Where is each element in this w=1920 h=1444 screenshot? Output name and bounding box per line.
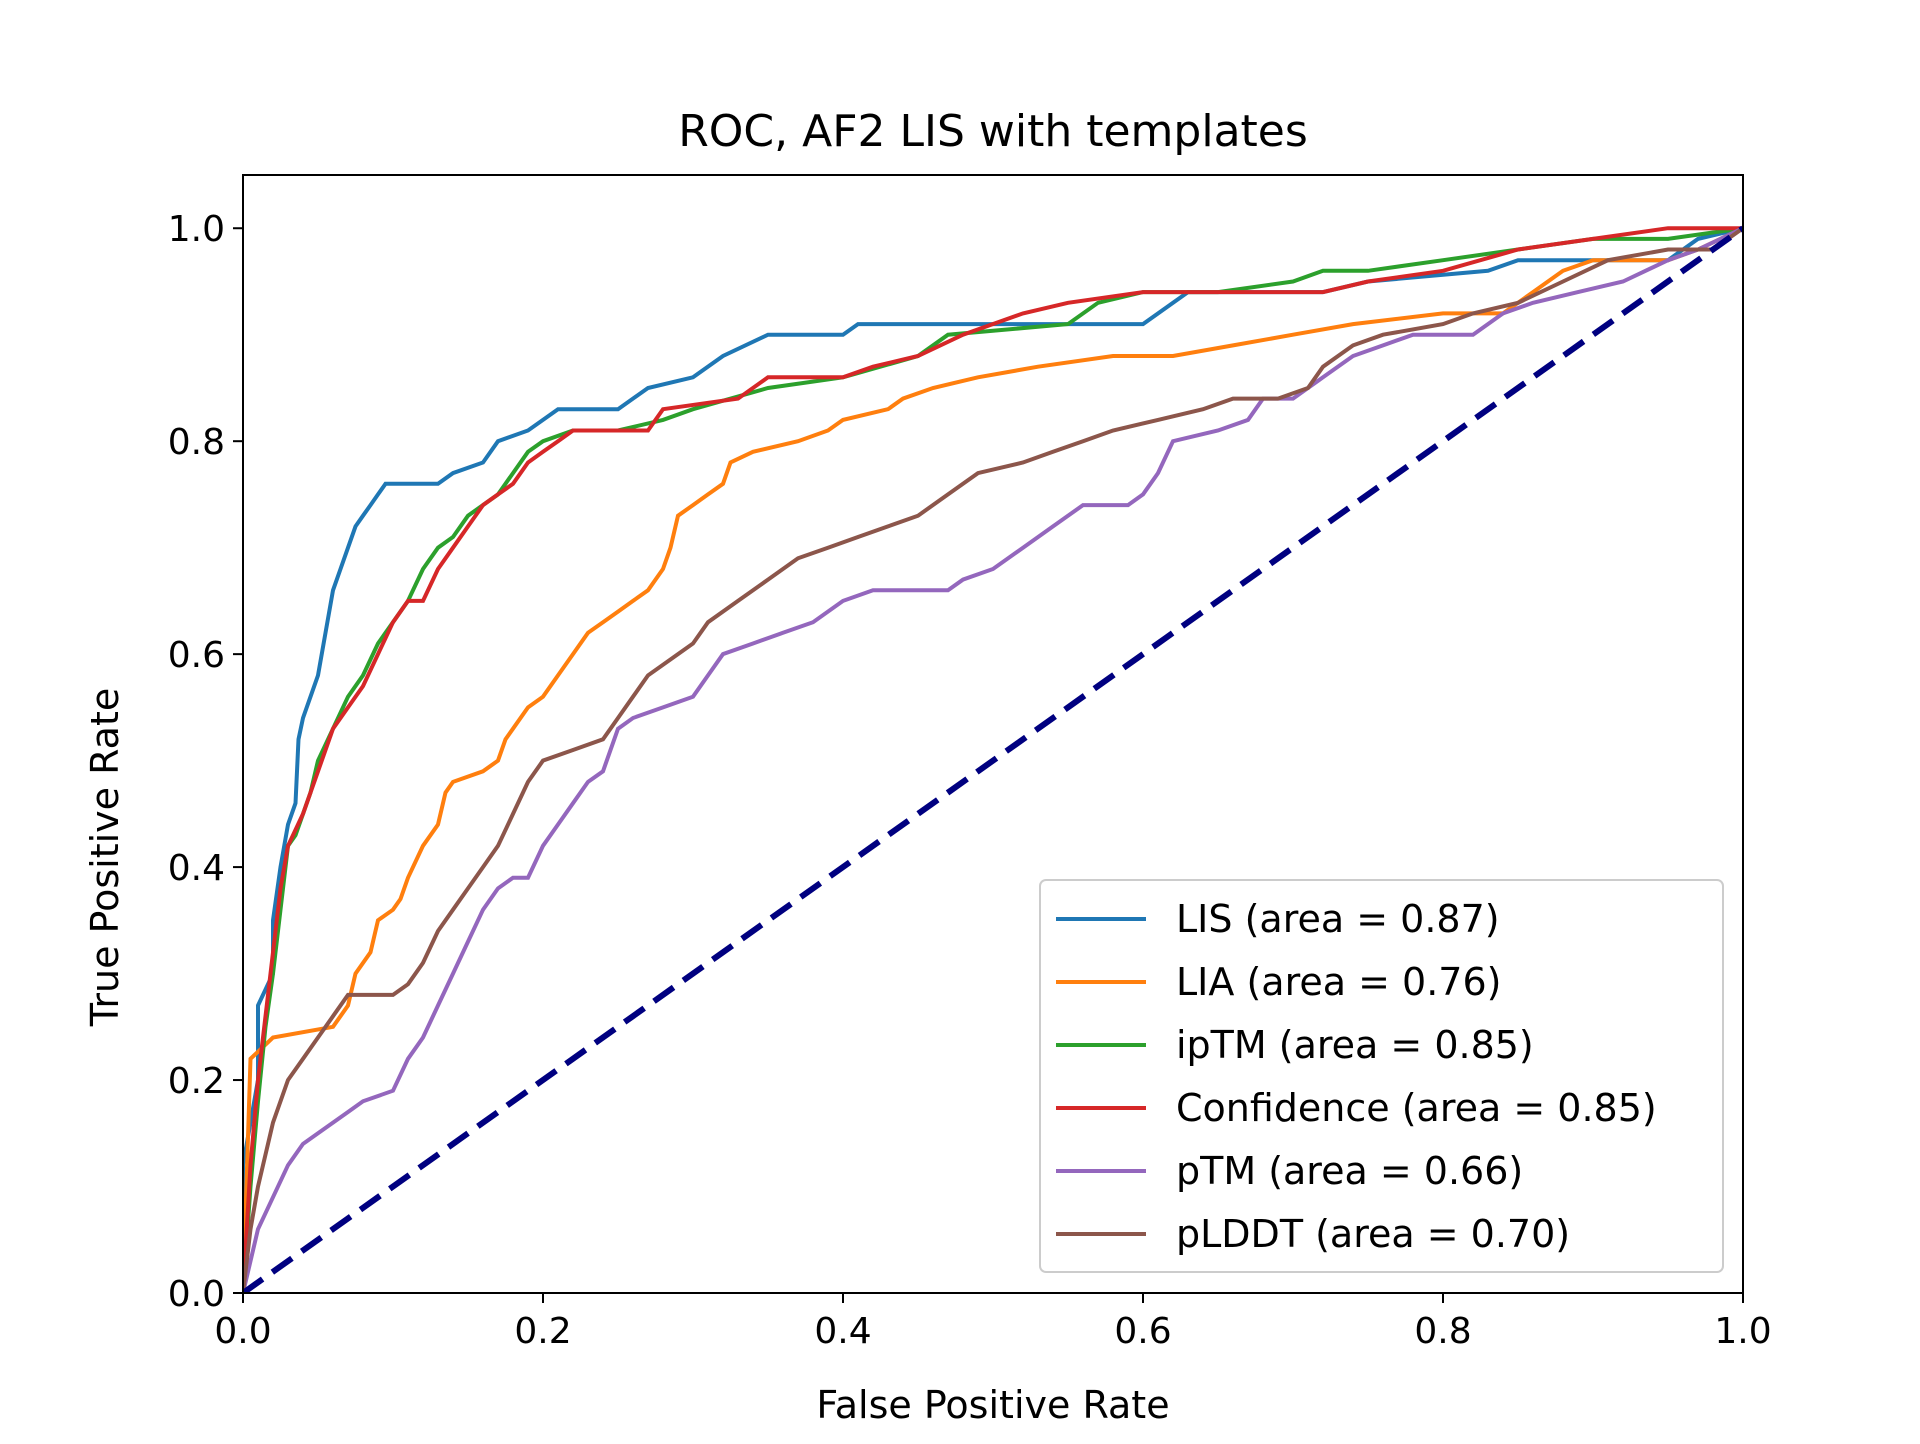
y-tick-label: 0.8 <box>168 422 225 463</box>
y-tick-label: 1.0 <box>168 209 225 250</box>
series-line-4 <box>243 226 1743 1293</box>
legend-label-6: pLDDT (area = 0.70) <box>1176 1212 1570 1256</box>
chart-title: ROC, AF2 LIS with templates <box>678 106 1308 157</box>
series-line-1 <box>243 226 1743 1293</box>
y-tick-label: 0.6 <box>168 635 225 676</box>
x-tick-label: 0.0 <box>214 1311 271 1352</box>
y-tick-label: 0.0 <box>168 1274 225 1315</box>
series-group <box>243 225 1743 1293</box>
legend-label-4: Confidence (area = 0.85) <box>1176 1086 1657 1130</box>
y-axis-label: True Positive Rate <box>83 688 127 1028</box>
legend-label-5: pTM (area = 0.66) <box>1176 1149 1523 1193</box>
series-line-5 <box>243 226 1743 1293</box>
legend-label-2: LIA (area = 0.76) <box>1176 960 1501 1004</box>
x-axis-label: False Positive Rate <box>816 1383 1169 1427</box>
x-tick-label: 0.6 <box>1114 1311 1171 1352</box>
plot-frame <box>242 174 1744 1294</box>
y-tick-label: 0.4 <box>168 848 225 889</box>
x-tick-label: 0.2 <box>514 1311 571 1352</box>
series-line-6 <box>243 226 1743 1293</box>
x-tick-label: 1.0 <box>1714 1311 1771 1352</box>
legend-label-1: LIS (area = 0.87) <box>1176 897 1500 941</box>
series-line-2 <box>243 226 1743 1293</box>
legend-box <box>1039 879 1724 1273</box>
reference-diagonal-line <box>243 225 1743 1293</box>
x-tick-label: 0.8 <box>1414 1311 1471 1352</box>
x-tick-label: 0.4 <box>814 1311 871 1352</box>
axis-ticks: 0.0 0.2 0.4 0.6 0.8 1.0 0.0 0.2 0.4 0.6 0.8 1.0 <box>168 209 1772 1352</box>
legend: LIS (area = 0.87) LIA (area = 0.76) ipTM (… <box>1039 879 1724 1273</box>
legend-label-3: ipTM (area = 0.85) <box>1176 1023 1534 1067</box>
plot-area <box>242 174 1744 1294</box>
y-tick-label: 0.2 <box>168 1061 225 1102</box>
